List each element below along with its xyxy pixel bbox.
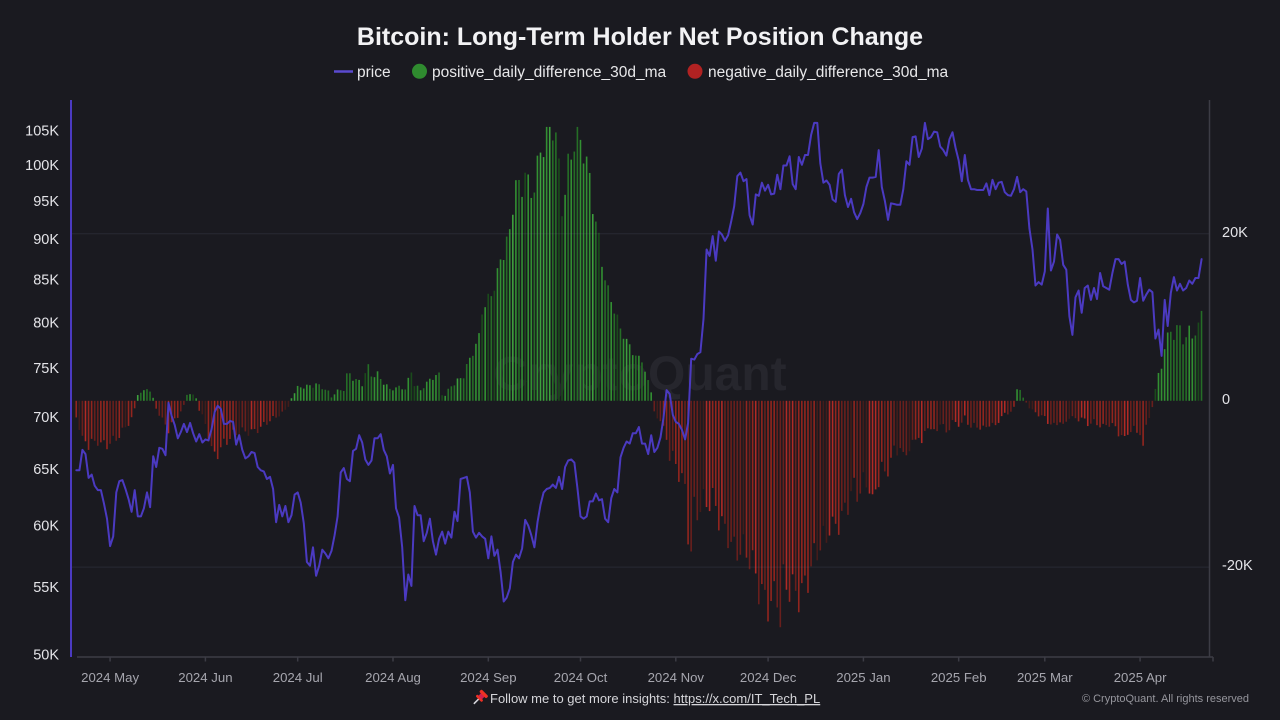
svg-text:CryptoQuant: CryptoQuant [493, 348, 786, 401]
svg-text:2025 Mar: 2025 Mar [1017, 670, 1073, 685]
svg-text:-20K: -20K [1222, 558, 1253, 574]
svg-text:2025 Feb: 2025 Feb [931, 670, 987, 685]
svg-text:2024 Aug: 2024 Aug [365, 670, 421, 685]
svg-text:2024 Nov: 2024 Nov [648, 670, 705, 685]
svg-text:© CryptoQuant. All rights rese: © CryptoQuant. All rights reserved [1082, 693, 1249, 705]
svg-text:60K: 60K [33, 519, 59, 535]
svg-text:negative_daily_difference_30d_: negative_daily_difference_30d_ma [708, 64, 949, 81]
svg-text:50K: 50K [33, 648, 59, 664]
svg-text:55K: 55K [33, 580, 59, 596]
svg-text:2025 Jan: 2025 Jan [836, 670, 890, 685]
svg-text:90K: 90K [33, 232, 59, 248]
svg-text:85K: 85K [33, 273, 59, 289]
svg-text:20K: 20K [1222, 225, 1248, 241]
svg-text:95K: 95K [33, 194, 59, 210]
svg-text:80K: 80K [33, 316, 59, 332]
svg-text:100K: 100K [25, 158, 59, 174]
svg-text:2024 Dec: 2024 Dec [740, 670, 797, 685]
svg-text:75K: 75K [33, 361, 59, 377]
svg-text:positive_daily_difference_30d_: positive_daily_difference_30d_ma [432, 64, 666, 81]
svg-text:2024 Oct: 2024 Oct [554, 670, 608, 685]
svg-text:2024 Jun: 2024 Jun [178, 670, 232, 685]
svg-text:2024 May: 2024 May [81, 670, 139, 685]
svg-text:2024 Sep: 2024 Sep [460, 670, 516, 685]
svg-text:Follow me to get more insights: Follow me to get more insights: https://… [490, 691, 820, 706]
svg-text:70K: 70K [33, 410, 59, 426]
svg-text:105K: 105K [25, 123, 59, 139]
svg-text:65K: 65K [33, 462, 59, 478]
svg-text:Bitcoin: Long-Term Holder Net: Bitcoin: Long-Term Holder Net Position C… [357, 23, 923, 51]
svg-text:0: 0 [1222, 392, 1230, 408]
svg-text:2024 Jul: 2024 Jul [273, 670, 323, 685]
svg-text:price: price [357, 64, 391, 81]
svg-text:2025 Apr: 2025 Apr [1114, 670, 1167, 685]
